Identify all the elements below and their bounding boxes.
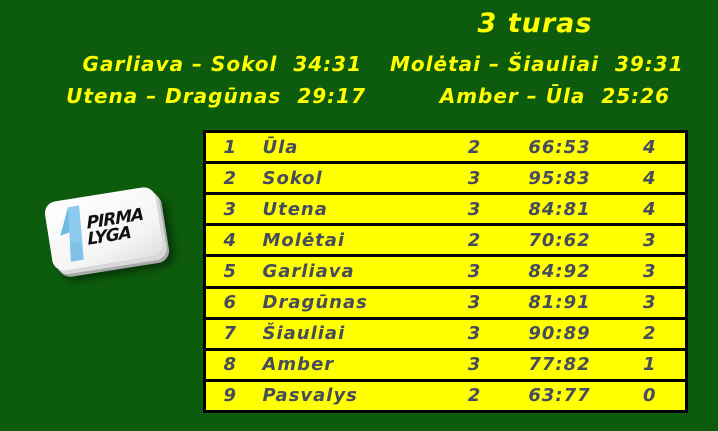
round-title: 3 turas bbox=[477, 8, 593, 39]
table-row: 8 Amber 3 77:82 1 bbox=[204, 347, 687, 381]
table-row: 5 Garliava 3 84:92 3 bbox=[204, 254, 687, 288]
standings-table: 1 Ūla 2 66:53 4 2 Sokol 3 95:83 4 3 Uten… bbox=[203, 130, 688, 413]
team-cell: Utena bbox=[254, 192, 445, 225]
match-result: Molėtai – Šiauliai 39:31 bbox=[390, 52, 683, 76]
goals-cell: 81:91 bbox=[504, 285, 615, 319]
match-score: 34:31 bbox=[293, 52, 362, 76]
team-cell: Pasvalys bbox=[254, 378, 445, 412]
table-row: 1 Ūla 2 66:53 4 bbox=[205, 132, 687, 163]
goals-cell: 70:62 bbox=[504, 223, 615, 256]
match-result: Amber – Ūla 25:26 bbox=[390, 84, 670, 108]
goals-cell: 95:83 bbox=[504, 161, 615, 194]
pirma-lyga-logo: PIRMA LYGA bbox=[43, 185, 165, 273]
team-cell: Amber bbox=[254, 347, 445, 381]
team-cell: Šiauliai bbox=[254, 316, 445, 350]
games-cell: 2 bbox=[444, 223, 505, 256]
numeral-one-icon bbox=[60, 205, 84, 262]
rank-cell: 5 bbox=[204, 254, 255, 288]
goals-cell: 63:77 bbox=[504, 378, 615, 412]
rank-cell: 9 bbox=[204, 378, 255, 412]
table-row: 9 Pasvalys 2 63:77 0 bbox=[204, 378, 687, 412]
match-score: 39:31 bbox=[614, 52, 684, 76]
games-cell: 3 bbox=[444, 192, 505, 225]
games-cell: 3 bbox=[444, 254, 505, 288]
table-row: 6 Dragūnas 3 81:91 3 bbox=[204, 285, 687, 319]
points-cell: 4 bbox=[614, 161, 687, 194]
goals-cell: 90:89 bbox=[504, 316, 615, 350]
games-cell: 3 bbox=[444, 285, 505, 319]
points-cell: 0 bbox=[614, 378, 687, 412]
points-cell: 3 bbox=[614, 285, 687, 319]
team-cell: Ūla bbox=[262, 136, 299, 158]
team-cell: Dragūnas bbox=[254, 285, 445, 319]
team-cell: Molėtai bbox=[254, 223, 445, 256]
points-cell: 1 bbox=[614, 347, 687, 381]
match-pair: Molėtai – Šiauliai bbox=[390, 52, 599, 76]
points-cell: 4 bbox=[642, 136, 657, 158]
match-result: Garliava – Sokol 34:31 bbox=[40, 52, 362, 76]
match-pair: Amber – Ūla bbox=[439, 84, 586, 108]
table-row: 4 Molėtai 2 70:62 3 bbox=[204, 223, 687, 256]
points-cell: 4 bbox=[614, 192, 687, 225]
match-pair: Garliava – Sokol bbox=[82, 52, 278, 76]
rank-cell: 3 bbox=[204, 192, 255, 225]
team-cell: Garliava bbox=[254, 254, 445, 288]
rank-cell: 8 bbox=[204, 347, 255, 381]
team-cell: Sokol bbox=[254, 161, 445, 194]
match-pair: Utena – Dragūnas bbox=[66, 84, 282, 108]
games-cell: 2 bbox=[467, 136, 482, 158]
rank-cell: 7 bbox=[204, 316, 255, 350]
match-score: 29:17 bbox=[297, 84, 366, 108]
games-cell: 3 bbox=[444, 347, 505, 381]
table-row: 7 Šiauliai 3 90:89 2 bbox=[204, 316, 687, 350]
table-row: 2 Sokol 3 95:83 4 bbox=[204, 161, 687, 194]
games-cell: 3 bbox=[444, 316, 505, 350]
goals-cell: 84:92 bbox=[504, 254, 615, 288]
goals-cell: 66:53 bbox=[528, 136, 591, 158]
rank-cell: 2 bbox=[204, 161, 255, 194]
games-cell: 2 bbox=[444, 378, 505, 412]
points-cell: 3 bbox=[614, 223, 687, 256]
goals-cell: 77:82 bbox=[504, 347, 615, 381]
rank-cell: 6 bbox=[204, 285, 255, 319]
goals-cell: 84:81 bbox=[504, 192, 615, 225]
points-cell: 2 bbox=[614, 316, 687, 350]
points-cell: 3 bbox=[614, 254, 687, 288]
table-row: 3 Utena 3 84:81 4 bbox=[204, 192, 687, 225]
rank-cell: 1 bbox=[223, 136, 238, 158]
rank-cell: 4 bbox=[204, 223, 255, 256]
match-result: Utena – Dragūnas 29:17 bbox=[40, 84, 366, 108]
match-score: 25:26 bbox=[601, 84, 670, 108]
games-cell: 3 bbox=[444, 161, 505, 194]
logo-text: PIRMA LYGA bbox=[86, 205, 144, 250]
